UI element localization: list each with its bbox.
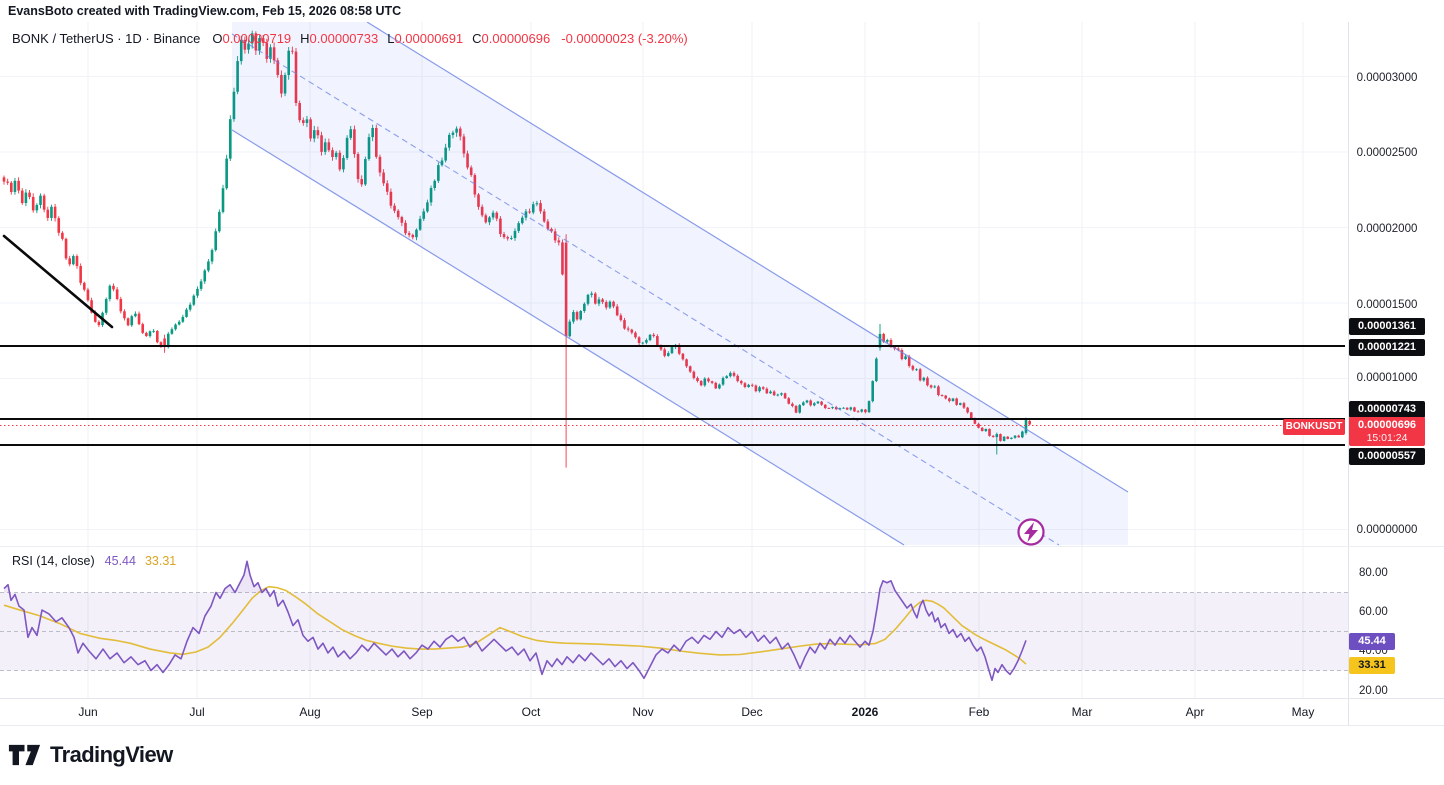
rsi-title: RSI (14, close)	[12, 554, 95, 568]
price-axis-label: 0.00001000	[1356, 372, 1418, 384]
rsi-legend[interactable]: RSI (14, close) 45.44 33.31	[12, 554, 176, 570]
pane-divider[interactable]	[0, 546, 1444, 547]
bottom-divider	[0, 725, 1444, 726]
price-axis-label: 0.00002000	[1356, 223, 1418, 235]
time-axis-divider	[0, 698, 1444, 699]
time-axis-label: 2026	[851, 705, 879, 719]
bar-countdown: 15:01:24	[1366, 432, 1408, 444]
price-axis-label: 0.00003000	[1356, 72, 1418, 84]
rsi-value-pill: 45.44	[1349, 632, 1395, 650]
rsi-value: 45.44	[104, 554, 136, 568]
rsi-axis-label: 60.00	[1359, 606, 1388, 618]
price-axis-label: 0.00001500	[1356, 299, 1418, 311]
price-level-pill: 0.00000557	[1349, 447, 1425, 465]
symbol-title[interactable]: BONK / TetherUS · 1D · Binance	[12, 31, 201, 46]
brand-name[interactable]: TradingView	[50, 742, 173, 767]
rsi-axis-label: 80.00	[1359, 567, 1388, 579]
time-axis-label: Apr	[1185, 705, 1205, 719]
time-axis-label: Mar	[1071, 705, 1093, 719]
price-level-pill: 0.00001221	[1349, 338, 1425, 356]
time-axis-label: Sep	[411, 705, 433, 719]
ohlc-item: O0.00000719	[212, 31, 292, 46]
price-axis-label: 0.00002500	[1356, 147, 1418, 159]
price-axis-border	[1348, 22, 1349, 725]
time-axis-label: May	[1291, 705, 1315, 719]
last-price-pill: 0.00000696 15:01:24	[1349, 417, 1425, 446]
rsi-axis-label: 20.00	[1359, 685, 1388, 697]
price-level-pill: 0.00000743	[1349, 400, 1425, 418]
time-axis-label: Feb	[968, 705, 990, 719]
tradingview-logo-icon[interactable]	[8, 743, 41, 767]
ohlc-values: O0.00000719 H0.00000733 L0.00000691 C0.0000…	[212, 31, 559, 46]
rsi-ma-value: 33.31	[144, 554, 177, 568]
price-change: -0.00000023 (-3.20%)	[561, 31, 688, 46]
time-axis-label: Oct	[521, 705, 541, 719]
ohlc-item: C0.00000696	[472, 31, 551, 46]
last-price-symbol-tag: BONKUSDT	[1283, 419, 1345, 435]
price-axis-label: 0.00000000	[1356, 524, 1418, 536]
price-level-pill: 0.00001361	[1349, 317, 1425, 335]
symbol-legend[interactable]: BONK / TetherUS · 1D · Binance O0.0000071…	[12, 31, 688, 48]
footer-brand[interactable]: TradingView	[8, 742, 173, 768]
last-price-value: 0.00000696	[1357, 419, 1417, 431]
time-axis-label: Jul	[189, 705, 205, 719]
ohlc-item: L0.00000691	[387, 31, 464, 46]
time-axis-label: Dec	[741, 705, 763, 719]
time-axis-label: Nov	[632, 705, 654, 719]
time-axis-label: Aug	[299, 705, 321, 719]
attribution-text: EvansBoto created with TradingView.com, …	[8, 4, 402, 18]
rsi-ma-value-pill: 33.31	[1349, 656, 1395, 674]
chart-canvas[interactable]	[0, 22, 1348, 698]
time-axis-label: Jun	[78, 705, 98, 719]
ohlc-item: H0.00000733	[300, 31, 379, 46]
